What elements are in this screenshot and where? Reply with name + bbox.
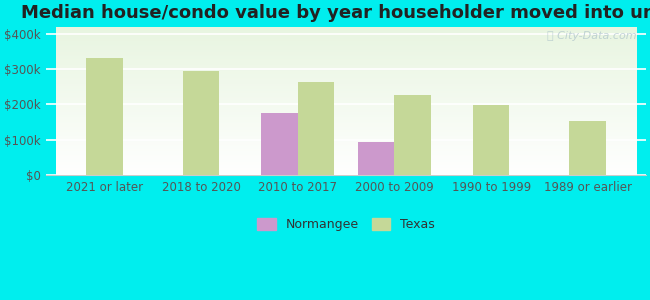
Bar	[395, 95, 431, 175]
Text: Ⓘ City-Data.com: Ⓘ City-Data.com	[547, 31, 637, 41]
Bar	[358, 142, 395, 175]
Legend: Normangee, Texas: Normangee, Texas	[257, 218, 435, 231]
Bar	[261, 113, 298, 175]
Bar	[473, 105, 510, 175]
Bar	[298, 82, 335, 175]
Bar	[569, 121, 606, 175]
Bar	[86, 58, 123, 175]
Title: Median house/condo value by year householder moved into unit: Median house/condo value by year househo…	[21, 4, 650, 22]
Bar	[183, 71, 220, 175]
